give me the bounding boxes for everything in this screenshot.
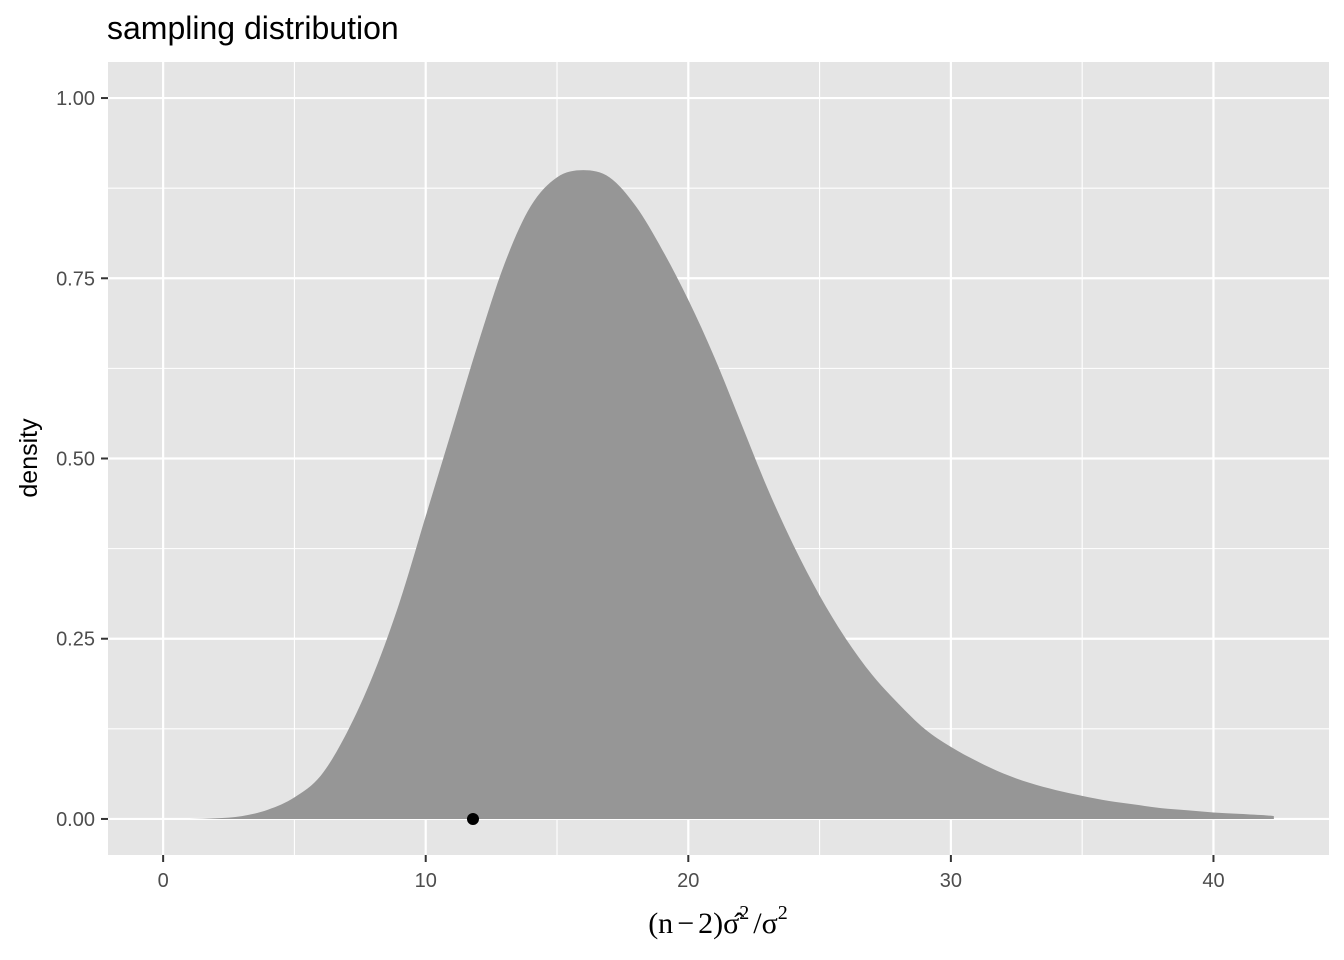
x-tick-label: 20 [677, 870, 699, 892]
y-tick-label: 0.00 [56, 809, 95, 831]
y-axis: 0.00 0.25 0.50 0.75 1.00 [56, 88, 108, 831]
density-area [163, 170, 1274, 819]
x-axis-label-exp2: 2 [778, 902, 788, 924]
y-tick-label: 0.50 [56, 449, 95, 471]
x-tick-label: 10 [415, 870, 437, 892]
x-axis-label-mid: 2) [698, 907, 723, 940]
x-axis-label: (n −2)σ̂2/σ2 [648, 902, 788, 940]
x-tick-label: 40 [1202, 870, 1224, 892]
x-tick-label: 30 [940, 870, 962, 892]
observed-statistic-point [466, 812, 479, 825]
x-tick-label: 0 [158, 870, 169, 892]
x-axis-label-exp1: 2 [739, 902, 749, 924]
x-axis-label-sigma-hat: σ̂ [723, 907, 744, 940]
x-axis-label-sigma: σ [762, 907, 778, 940]
x-axis: 0 10 20 30 40 [158, 855, 1225, 892]
x-axis-label-minus: − [677, 907, 694, 940]
x-axis-label-prefix: (n [648, 907, 673, 940]
y-axis-label: density [15, 418, 43, 498]
y-tick-label: 1.00 [56, 88, 95, 110]
chart-title: sampling distribution [107, 10, 399, 46]
y-tick-label: 0.25 [56, 629, 95, 651]
x-axis-label-slash: / [753, 907, 762, 940]
y-tick-label: 0.75 [56, 268, 95, 290]
